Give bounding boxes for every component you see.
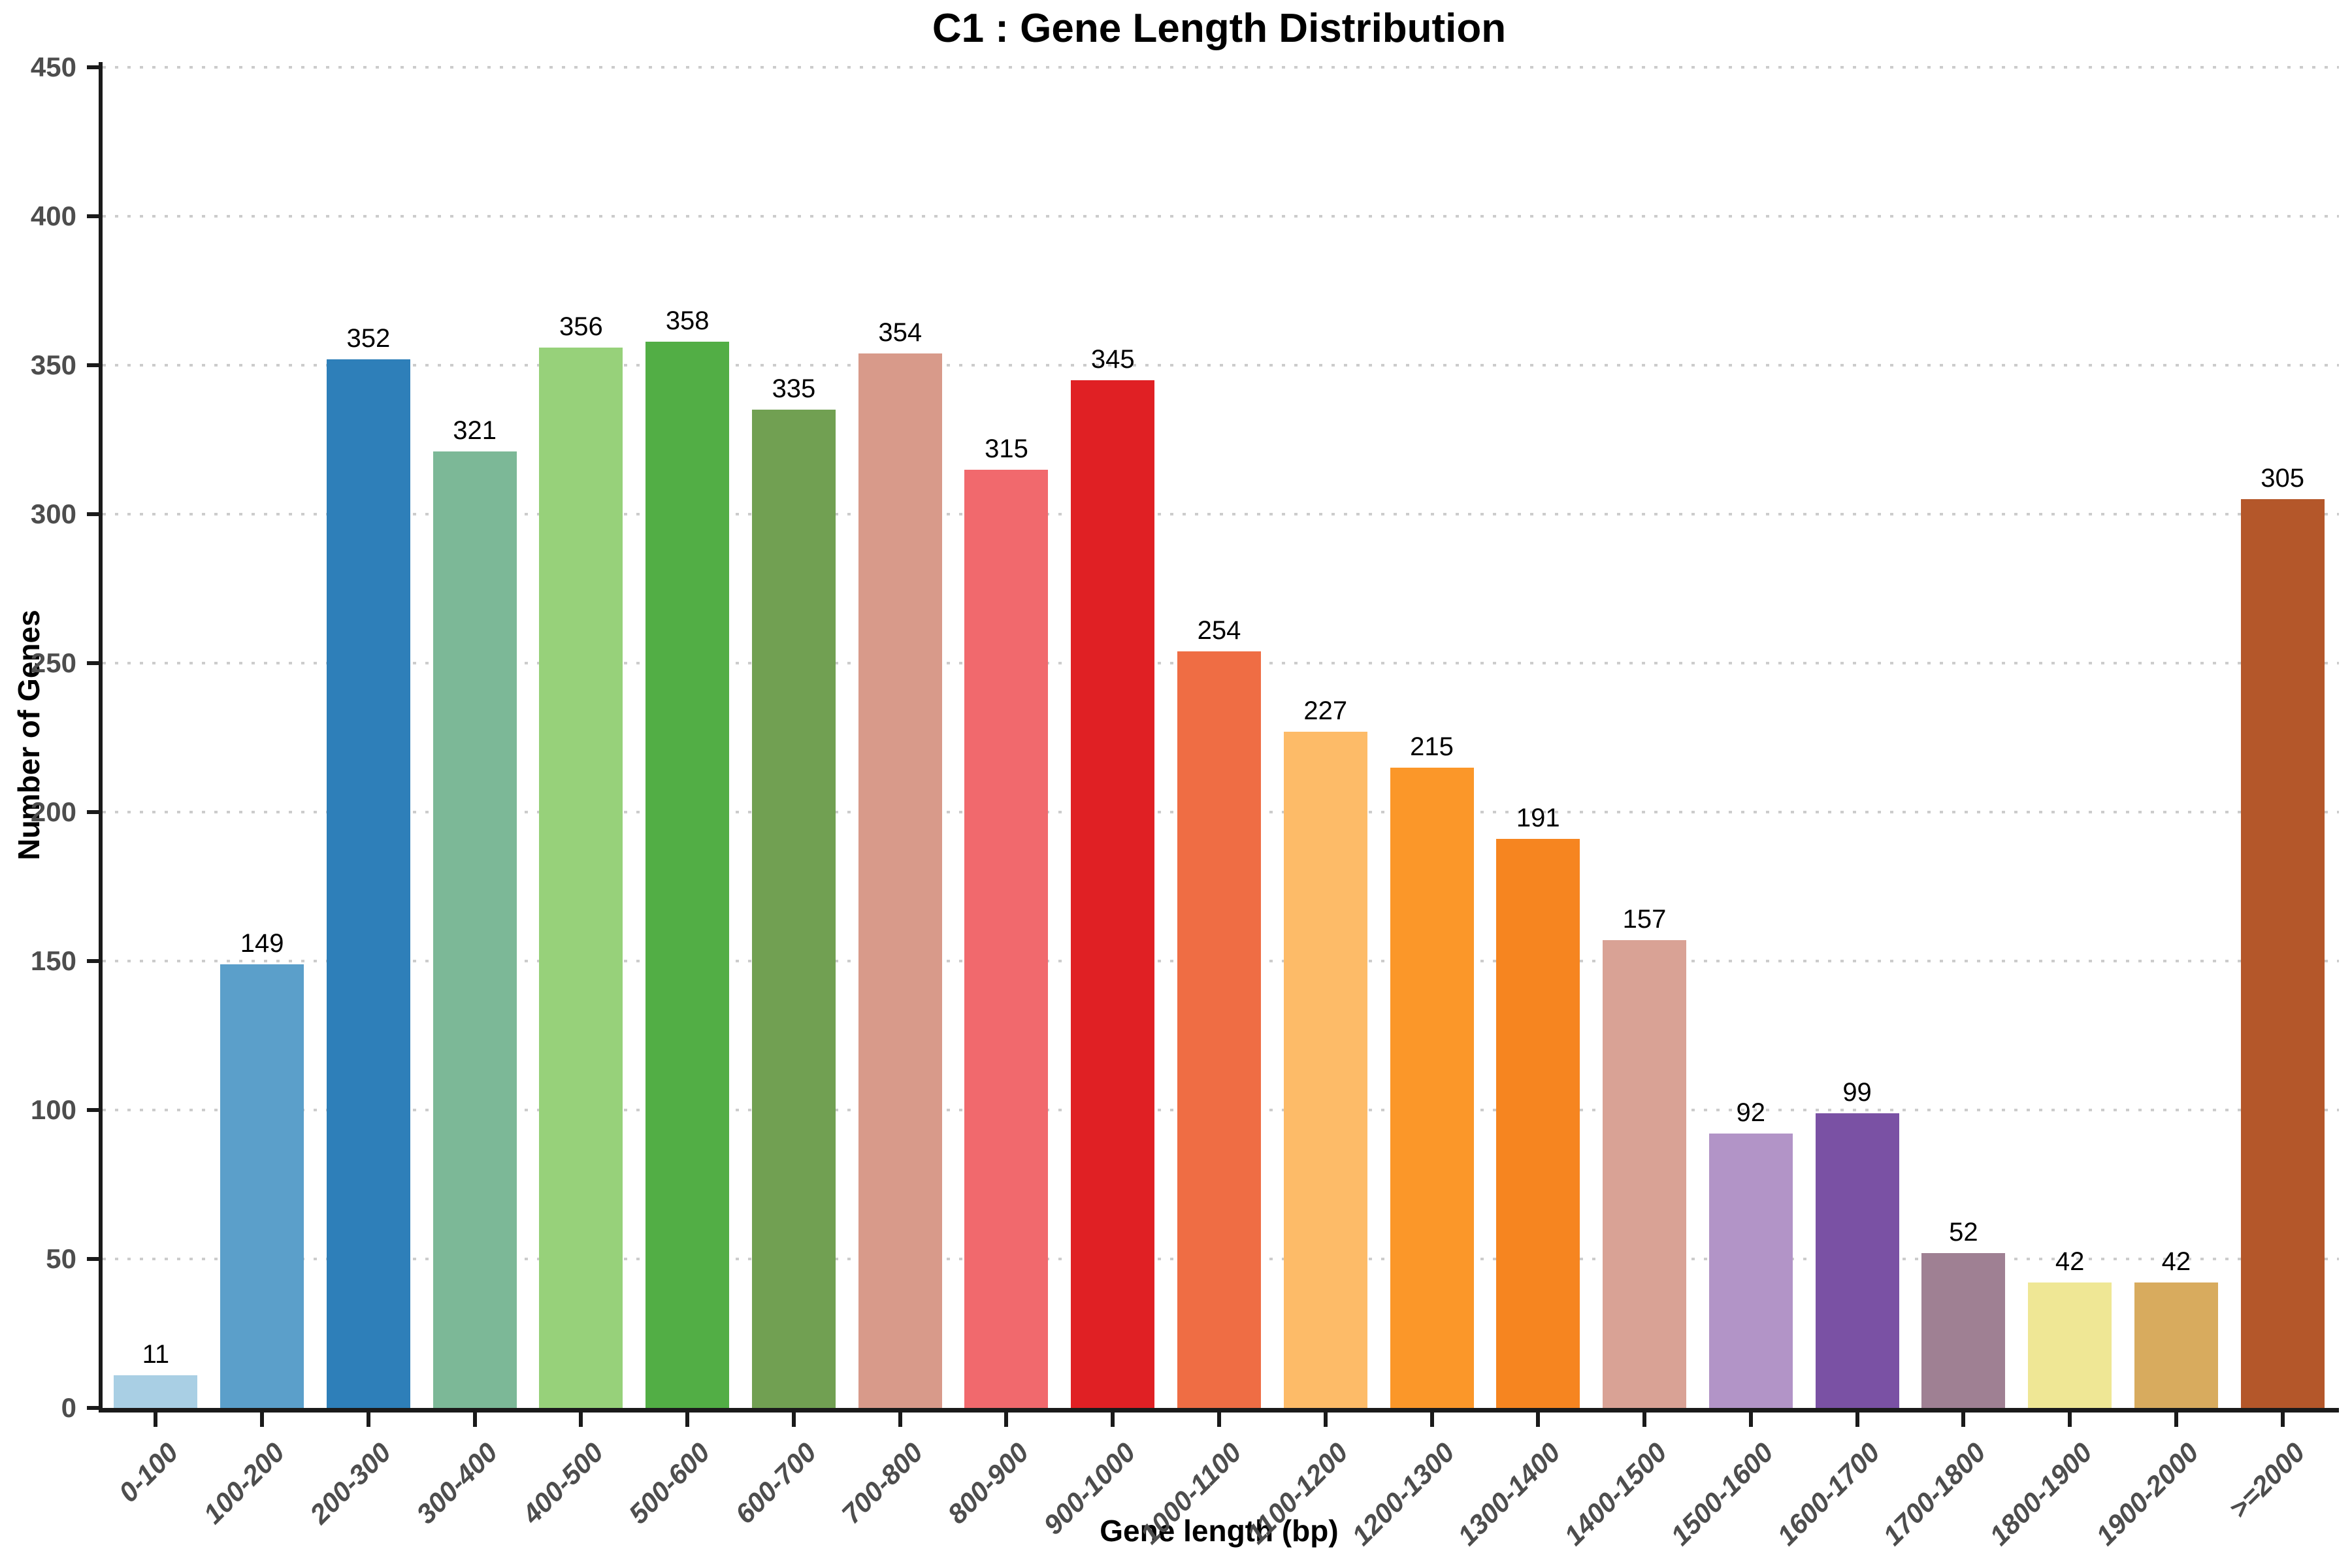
x-tick-1300-1400 (1536, 1413, 1541, 1427)
y-tick-label-100: 100 (30, 1094, 76, 1125)
bar-1100-1200 (1283, 731, 1367, 1408)
y-axis-line (99, 62, 103, 1413)
y-tick-300 (87, 512, 103, 516)
bar-800-900 (964, 469, 1049, 1408)
gridline-y-450 (103, 66, 2339, 69)
x-tick-100-200 (260, 1413, 265, 1427)
y-tick-label-350: 350 (30, 350, 76, 380)
bar-1000-1100 (1177, 651, 1261, 1408)
y-tick-label-200: 200 (30, 796, 76, 827)
bar-value-100-200: 149 (240, 928, 284, 958)
gridline-y-300 (103, 513, 2339, 515)
bar-value-800-900: 315 (985, 434, 1028, 463)
bar-value-1000-1100: 254 (1197, 615, 1241, 645)
x-tick-700-800 (898, 1413, 902, 1427)
y-tick-label-50: 50 (46, 1243, 76, 1274)
bar-value-1800-1900: 42 (2055, 1247, 2085, 1277)
bar-value-1500-1600: 92 (1736, 1098, 1766, 1128)
x-tick-1000-1100 (1217, 1413, 1221, 1427)
bar-value-1100-1200: 227 (1303, 696, 1348, 725)
x-tick->=2000 (2280, 1413, 2285, 1427)
bar-1700-1800 (1921, 1252, 2006, 1408)
x-tick-1600-1700 (1855, 1413, 1859, 1427)
gridline-y-400 (103, 215, 2339, 218)
bar-1600-1700 (1815, 1113, 1899, 1408)
bar-300-400 (433, 451, 517, 1408)
bar-value-1400-1500: 157 (1622, 905, 1667, 934)
gridline-y-350 (103, 364, 2339, 367)
x-axis-line (99, 1408, 2339, 1413)
x-tick-1800-1900 (2068, 1413, 2072, 1427)
y-tick-150 (87, 959, 103, 963)
bar-value->=2000: 305 (2261, 464, 2304, 493)
x-tick-1500-1600 (1748, 1413, 1753, 1427)
x-tick-200-300 (366, 1413, 370, 1427)
bar-1300-1400 (1496, 839, 1580, 1408)
y-tick-label-450: 450 (30, 52, 76, 82)
y-tick-0 (87, 1406, 103, 1410)
bar-value-500-600: 358 (665, 306, 710, 335)
bar-value-900-1000: 345 (1090, 344, 1135, 374)
bar-400-500 (539, 347, 623, 1408)
bar-1500-1600 (1708, 1134, 1793, 1408)
y-tick-450 (87, 65, 103, 69)
bar-0-100 (114, 1375, 198, 1408)
y-tick-label-300: 300 (30, 498, 76, 529)
y-tick-200 (87, 810, 103, 814)
y-tick-label-0: 0 (61, 1392, 76, 1423)
bar-200-300 (326, 359, 410, 1408)
x-tick-500-600 (685, 1413, 690, 1427)
bar-value-1900-2000: 42 (2161, 1247, 2191, 1277)
x-tick-1200-1300 (1429, 1413, 1434, 1427)
x-tick-300-400 (472, 1413, 477, 1427)
y-tick-label-150: 150 (30, 945, 76, 976)
bar-100-200 (220, 964, 304, 1408)
bar->=2000 (2240, 499, 2325, 1408)
bar-700-800 (858, 353, 942, 1408)
bar-1400-1500 (1603, 940, 1687, 1408)
x-tick-1900-2000 (2174, 1413, 2178, 1427)
x-tick-0-100 (154, 1413, 158, 1427)
x-tick-1700-1800 (1961, 1413, 1966, 1427)
y-tick-label-400: 400 (30, 201, 76, 231)
bar-600-700 (751, 410, 836, 1408)
bar-value-0-100: 11 (142, 1339, 170, 1369)
x-tick-400-500 (579, 1413, 583, 1427)
x-tick-600-700 (791, 1413, 796, 1427)
bar-value-300-400: 321 (453, 416, 497, 446)
x-tick-800-900 (1004, 1413, 1009, 1427)
bar-value-1300-1400: 191 (1516, 804, 1560, 833)
bar-value-600-700: 335 (772, 374, 816, 404)
y-tick-400 (87, 214, 103, 218)
x-tick-label-text->=2000: >=2000 (2223, 1437, 2311, 1524)
bar-900-1000 (1071, 380, 1155, 1408)
bar-value-1600-1700: 99 (1842, 1077, 1872, 1107)
bar-1200-1300 (1390, 767, 1474, 1408)
x-tick-label-text-0-100: 0-100 (112, 1437, 184, 1509)
x-tick-1400-1500 (1642, 1413, 1647, 1427)
bar-1800-1900 (2028, 1282, 2112, 1408)
y-tick-250 (87, 661, 103, 665)
bar-1900-2000 (2134, 1282, 2218, 1408)
bar-value-1700-1800: 52 (1949, 1217, 1978, 1247)
y-tick-350 (87, 363, 103, 367)
bar-value-400-500: 356 (559, 312, 603, 341)
y-tick-50 (87, 1257, 103, 1261)
y-tick-100 (87, 1108, 103, 1112)
bar-value-1200-1300: 215 (1410, 732, 1454, 761)
x-tick-1100-1200 (1323, 1413, 1328, 1427)
bar-value-700-800: 354 (878, 318, 923, 347)
bar-value-200-300: 352 (346, 323, 391, 353)
x-tick-900-1000 (1111, 1413, 1115, 1427)
bar-500-600 (645, 341, 730, 1408)
y-tick-label-250: 250 (30, 647, 76, 678)
chart-title: C1 : Gene Length Distribution (932, 6, 1507, 51)
x-axis-title: Gene length (bp) (1100, 1514, 1339, 1548)
